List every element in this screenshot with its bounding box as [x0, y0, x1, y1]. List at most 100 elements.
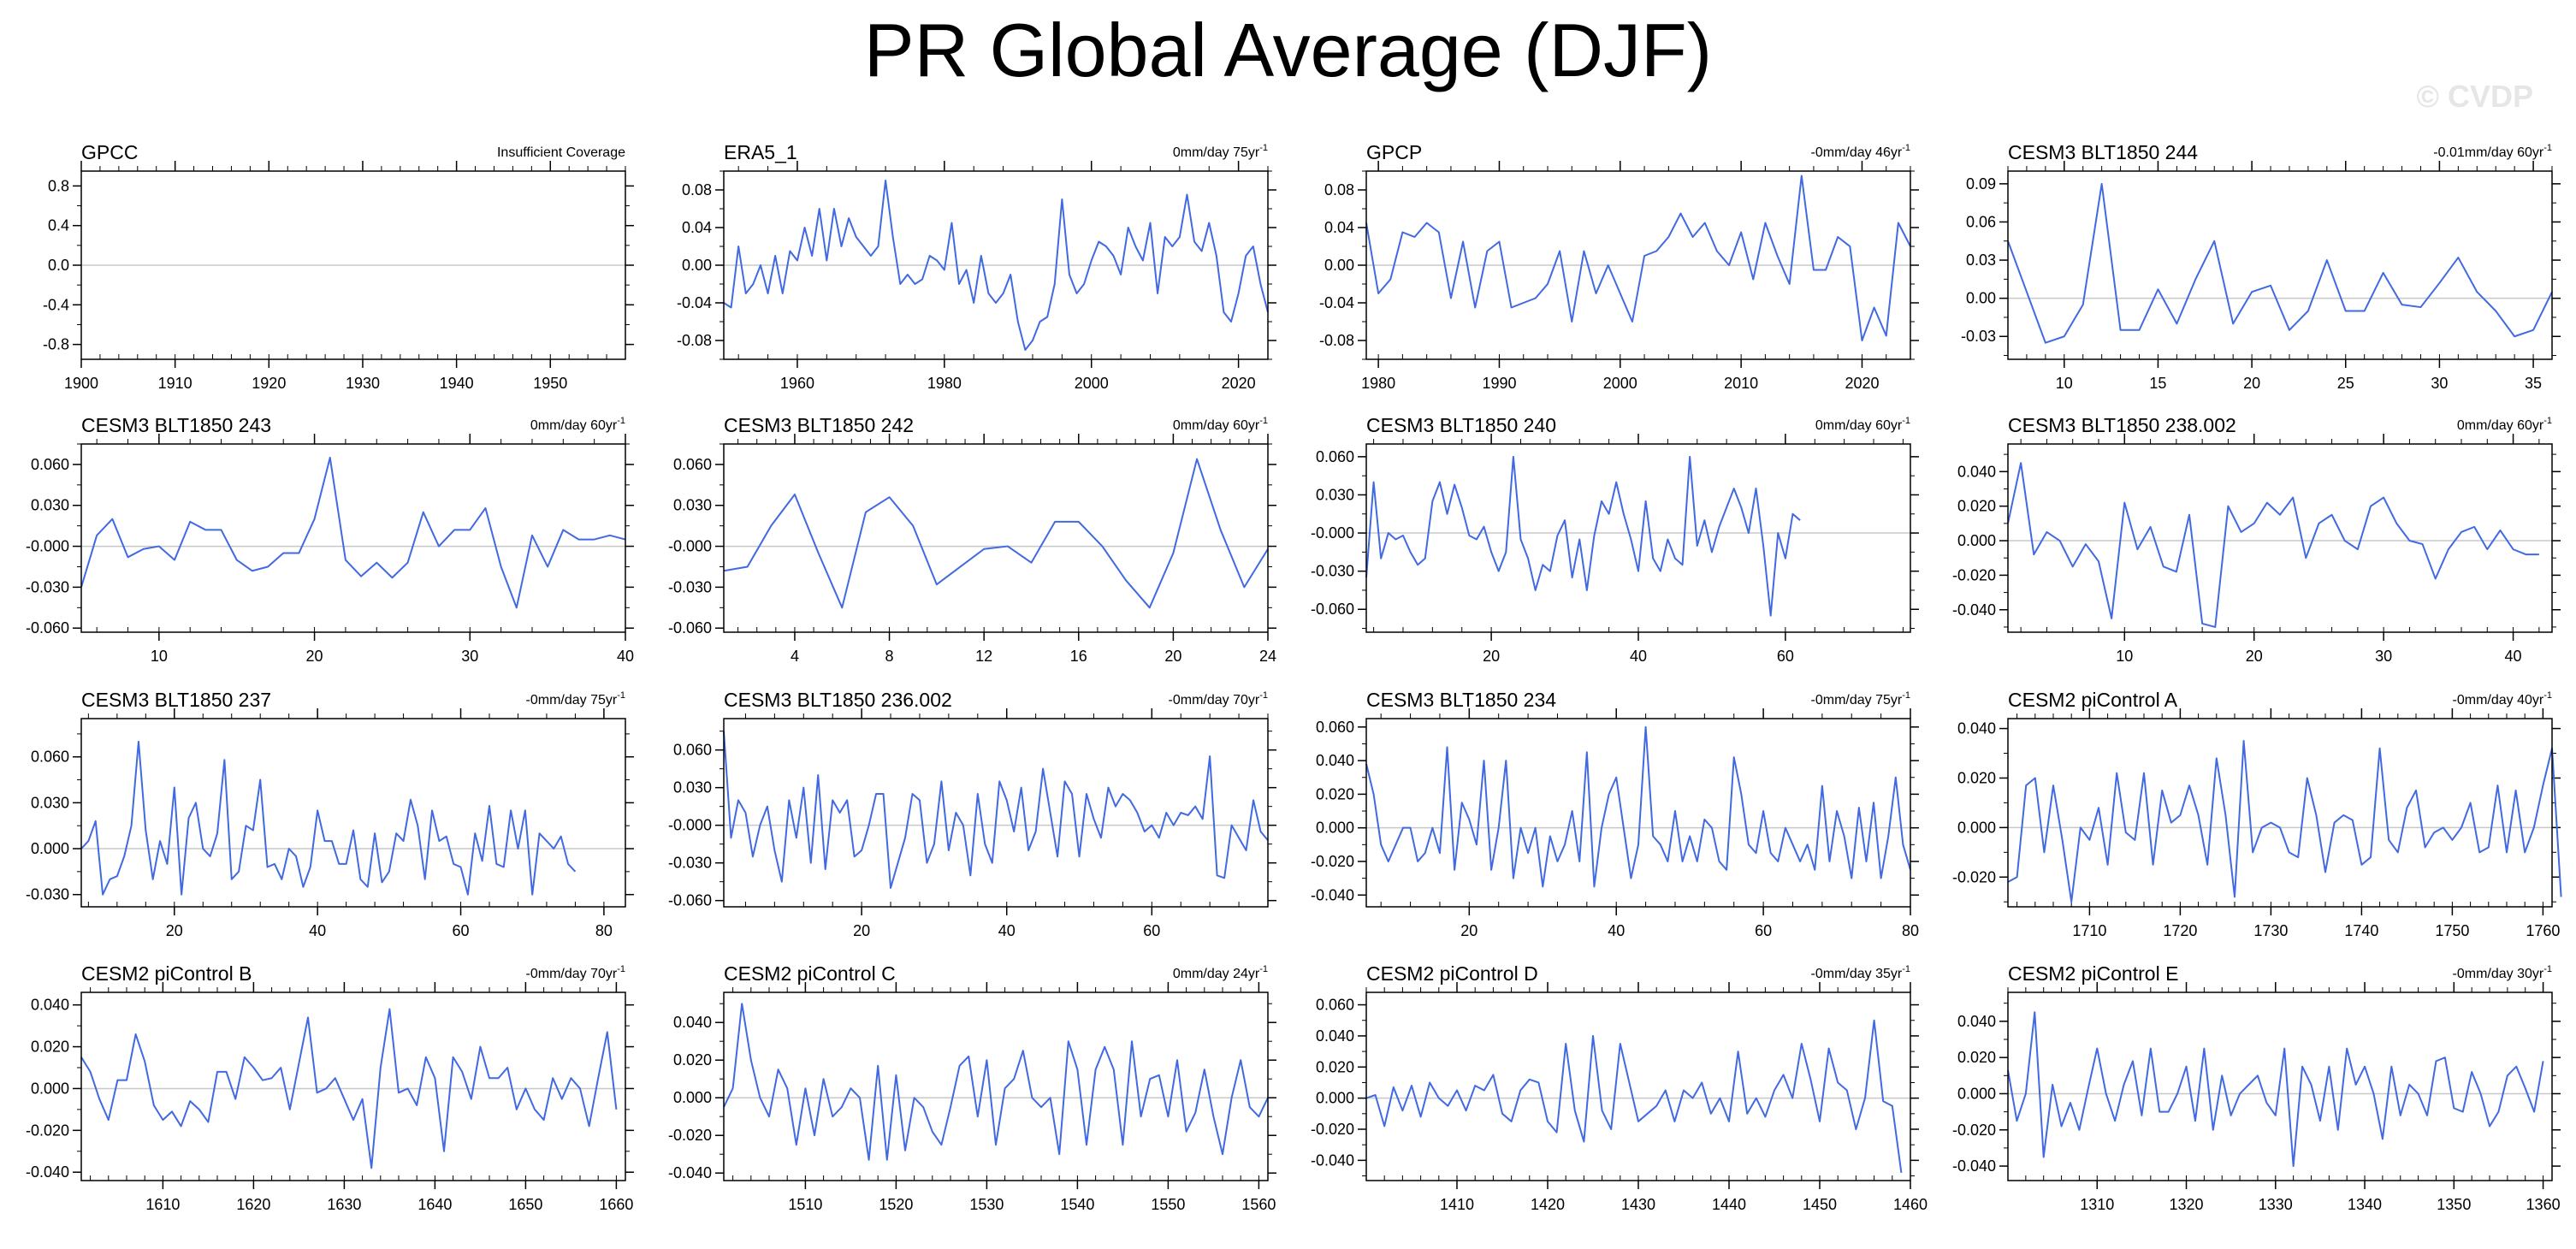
y-tick-label: 0.030	[31, 794, 69, 811]
y-tick-label: -0.8	[43, 336, 69, 353]
y-tick-label: -0.030	[26, 886, 69, 903]
y-tick-label: 0.06	[1966, 213, 1996, 230]
panel-title: CESM3 BLT1850 240	[1366, 414, 1556, 436]
x-tick-label: 2000	[1075, 375, 1109, 392]
panel-2: ERA5_1 0mm/day 75yr-1 1960 1980 2000 2020 -0.0…	[677, 141, 1276, 392]
x-tick-label: 2020	[1222, 375, 1256, 392]
series-line	[1365, 455, 1801, 617]
x-tick-label: 1730	[2253, 922, 2288, 939]
plot-frame	[723, 170, 1269, 360]
y-tick-label: 0.060	[31, 456, 69, 473]
x-tick-label: 1990	[1482, 375, 1516, 392]
panel-title: CESM3 BLT1850 234	[1366, 689, 1556, 711]
y-tick-label: -0.020	[1952, 566, 1996, 583]
panel-title: CESM2 piControl C	[724, 962, 896, 985]
trend-label: -0mm/day 70yr-1	[526, 964, 625, 981]
x-tick-label: 1510	[788, 1196, 822, 1213]
panel-title: CESM3 BLT1850 236.002	[724, 689, 952, 711]
x-tick-label: 2000	[1603, 375, 1637, 392]
series-line	[1365, 725, 1911, 888]
x-tick-label: 1610	[145, 1196, 180, 1213]
y-tick-label: 0.020	[1316, 785, 1354, 802]
x-tick-label: 40	[1630, 648, 1647, 665]
y-tick-label: -0.03	[1961, 328, 1996, 345]
x-tick-label: 80	[595, 922, 613, 939]
y-tick-label: -0.060	[668, 892, 712, 909]
series-line	[1365, 1019, 1903, 1174]
x-tick-label: 2010	[1724, 375, 1758, 392]
panel-8: CESM3 BLT1850 238.002 0mm/day 60yr-1 10 20 3…	[1952, 414, 2561, 665]
y-tick-label: -0.020	[1952, 868, 1996, 885]
x-tick-label: 1420	[1531, 1196, 1565, 1213]
panel-1: GPCC Insufficient Coverage 1900 1910 1920 193…	[43, 141, 634, 392]
x-tick-label: 10	[2056, 375, 2073, 392]
panel-title: CESM3 BLT1850 243	[81, 414, 271, 436]
y-tick-label: 0.040	[1957, 1013, 1996, 1030]
x-tick-label: 1560	[1241, 1196, 1276, 1213]
y-tick-label: -0.040	[668, 1164, 712, 1181]
y-tick-label: 0.000	[1316, 1090, 1354, 1107]
x-tick-label: 20	[2243, 375, 2260, 392]
x-tick-label: 1910	[158, 375, 192, 392]
trend-label: -0mm/day 70yr-1	[1169, 690, 1268, 707]
panel-15: CESM2 piControl D -0mm/day 35yr-1 1410 1420…	[1311, 962, 1928, 1213]
y-tick-label: -0.000	[668, 817, 712, 834]
y-tick-label: 0.000	[673, 1089, 712, 1106]
x-tick-label: 1460	[1893, 1196, 1928, 1213]
panel-7: CESM3 BLT1850 240 0mm/day 60yr-1 20 40 60 -0.…	[1311, 414, 1919, 665]
y-tick-label: -0.4	[43, 296, 69, 313]
panel-title: GPCP	[1366, 141, 1422, 163]
y-tick-label: 0.020	[1957, 1049, 1996, 1066]
x-tick-label: 40	[617, 648, 634, 665]
x-tick-label: 1640	[417, 1196, 452, 1213]
panel-title: CESM2 piControl D	[1366, 962, 1538, 985]
y-tick-label: 0.040	[1957, 720, 1996, 737]
panel-3: GPCP -0mm/day 46yr-1 1980 1990 2000 2010 2020 -…	[1319, 141, 1919, 392]
x-tick-label: 20	[2246, 648, 2263, 665]
series-line	[1365, 175, 1911, 341]
trend-label: -0mm/day 35yr-1	[1811, 964, 1910, 981]
x-tick-label: 16	[1070, 648, 1087, 665]
y-tick-label: 0.020	[1957, 498, 1996, 515]
trend-label: 0mm/day 60yr-1	[2457, 416, 2552, 433]
x-tick-label: 1310	[2080, 1196, 2114, 1213]
x-tick-label: 20	[1460, 922, 1477, 939]
trend-label: -0mm/day 75yr-1	[526, 690, 625, 707]
trend-label: -0mm/day 46yr-1	[1811, 143, 1910, 160]
trend-label: 0mm/day 75yr-1	[1173, 143, 1268, 160]
y-tick-label: 0.04	[682, 219, 712, 236]
y-tick-label: 0.040	[673, 1014, 712, 1031]
x-tick-label: 60	[1143, 922, 1160, 939]
y-tick-label: -0.040	[1311, 1151, 1354, 1169]
x-tick-label: 30	[2375, 648, 2392, 665]
y-tick-label: 0.000	[1957, 1085, 1996, 1102]
series-line	[80, 1008, 618, 1169]
panel-6: CESM3 BLT1850 242 0mm/day 60yr-1 4 8 12 16 20 2…	[668, 414, 1276, 665]
x-tick-label: 1330	[2259, 1196, 2293, 1213]
x-tick-label: 1410	[1440, 1196, 1474, 1213]
x-tick-label: 1930	[346, 375, 380, 392]
x-tick-label: 20	[306, 648, 323, 665]
x-tick-label: 1340	[2348, 1196, 2382, 1213]
x-tick-label: 20	[1164, 648, 1181, 665]
y-tick-label: -0.08	[1319, 332, 1354, 349]
y-tick-label: -0.020	[668, 1127, 712, 1144]
y-tick-label: 0.040	[1316, 752, 1354, 769]
x-tick-label: 60	[453, 922, 470, 939]
panel-title: CESM3 BLT1850 242	[724, 414, 914, 436]
x-tick-label: 15	[2149, 375, 2166, 392]
y-tick-label: 0.020	[1957, 769, 1996, 786]
y-tick-label: 0.8	[48, 177, 69, 194]
x-tick-label: 1960	[780, 375, 814, 392]
y-tick-label: -0.040	[1311, 886, 1354, 903]
series-line	[2007, 182, 2553, 344]
x-tick-label: 24	[1259, 648, 1276, 665]
x-tick-label: 20	[166, 922, 183, 939]
y-tick-label: 0.000	[1316, 820, 1354, 837]
panel-title: GPCC	[81, 141, 138, 163]
x-tick-label: 1740	[2344, 922, 2378, 939]
plot-frame	[1365, 718, 1911, 908]
y-tick-label: 0.040	[1316, 1027, 1354, 1045]
x-tick-label: 40	[1608, 922, 1625, 939]
x-tick-label: 10	[151, 648, 168, 665]
